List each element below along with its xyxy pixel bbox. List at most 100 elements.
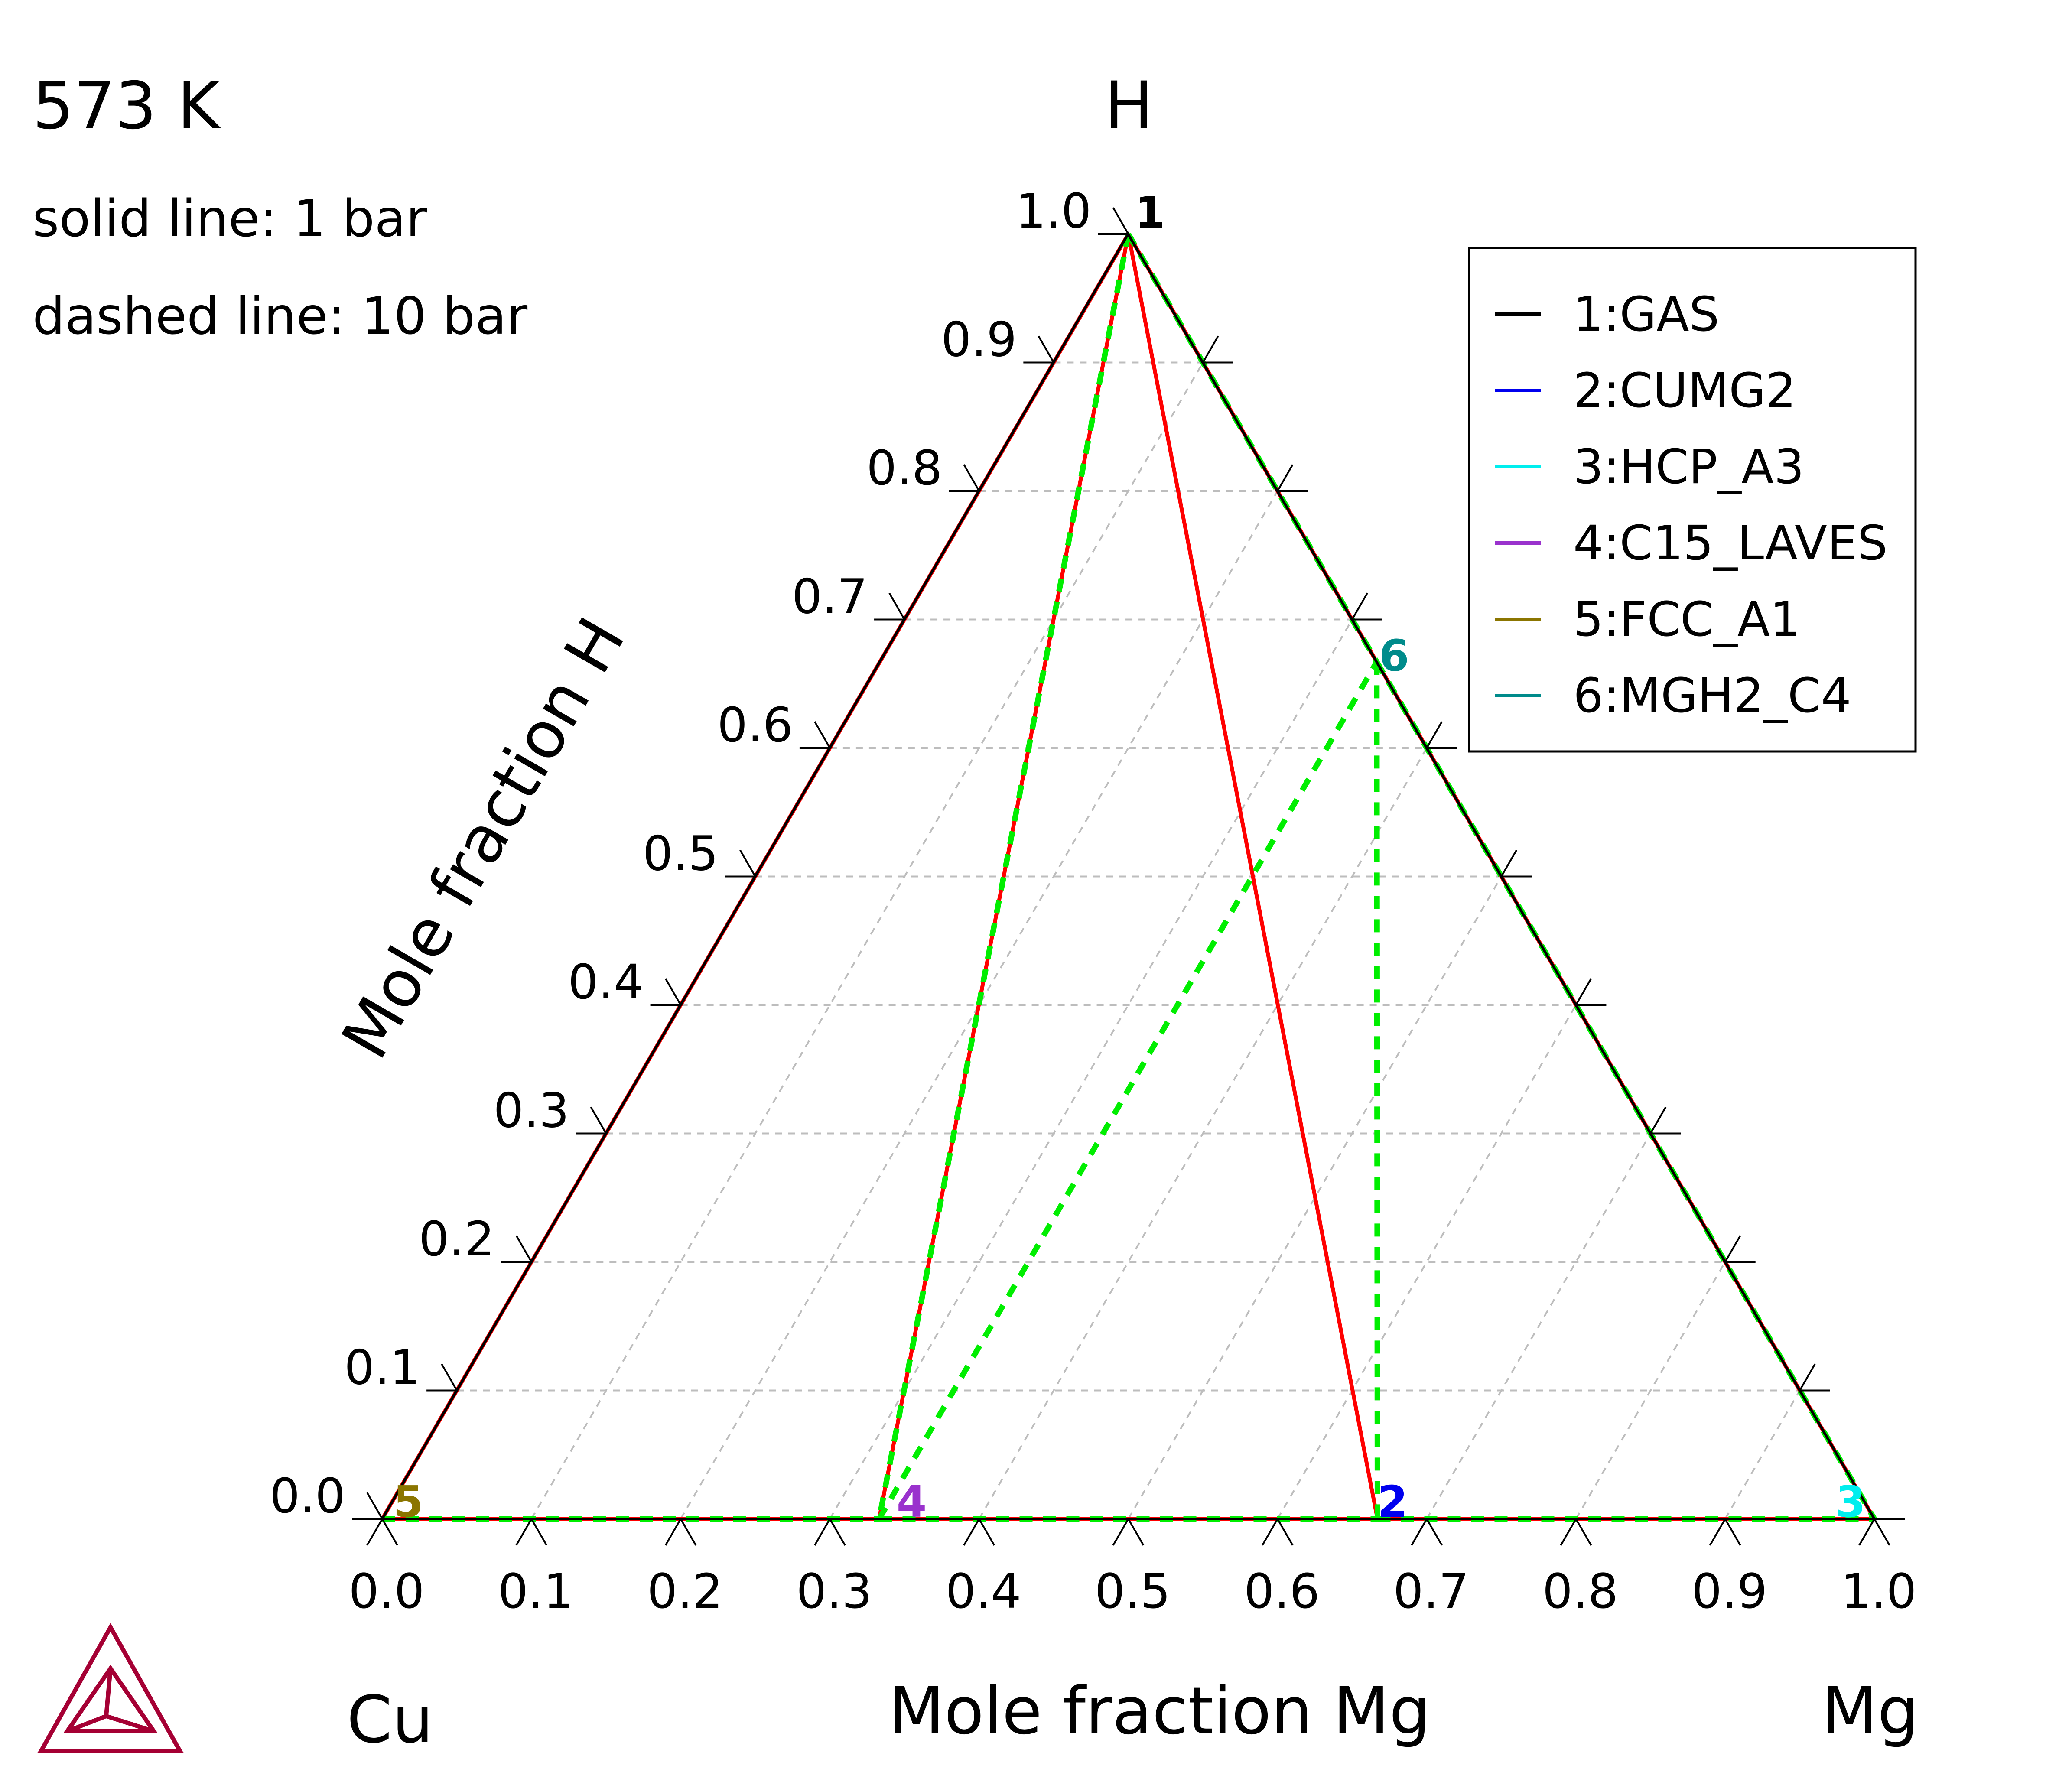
grid-line-mg bbox=[530, 362, 1204, 1520]
right-tick-mark bbox=[1575, 978, 1592, 1005]
grid-line-mg bbox=[1277, 1004, 1577, 1520]
phase-point-label-5: 5 bbox=[393, 1476, 423, 1527]
left-tick-label: 0.8 bbox=[866, 440, 942, 496]
bottom-tick-mark bbox=[1709, 1518, 1726, 1546]
bottom-tick-mark bbox=[1858, 1518, 1875, 1546]
left-tick-mark bbox=[963, 464, 980, 491]
right-tick-mark bbox=[1500, 849, 1517, 877]
right-tick-mark bbox=[1351, 592, 1368, 620]
grid-line-mg bbox=[978, 747, 1428, 1520]
bottom-tick-label: 0.8 bbox=[1542, 1564, 1618, 1619]
bottom-tick-mark bbox=[1127, 1518, 1145, 1546]
dashed-tie-line bbox=[876, 233, 1131, 1520]
legend-entry: 2:CUMG2 bbox=[1573, 363, 1796, 418]
bottom-tick-label: 0.3 bbox=[796, 1564, 872, 1619]
bottom-tick-label: 0.1 bbox=[498, 1564, 574, 1619]
left-tick-mark bbox=[366, 1492, 383, 1519]
bottom-tick-mark bbox=[829, 1518, 846, 1546]
x-axis-title: Mole fraction Mg bbox=[888, 1674, 1430, 1749]
bottom-tick-label: 0.2 bbox=[647, 1564, 723, 1619]
grid-line-mg bbox=[1575, 1261, 1726, 1520]
left-tick-label: 0.0 bbox=[270, 1468, 345, 1524]
left-tick-mark bbox=[664, 978, 682, 1005]
left-tick-label: 0.9 bbox=[941, 312, 1017, 367]
bottom-tick-label: 0.4 bbox=[946, 1564, 1021, 1619]
vertex-label-left: Cu bbox=[347, 1682, 433, 1758]
legend-entry: 1:GAS bbox=[1573, 286, 1719, 342]
bottom-tick-mark bbox=[1560, 1518, 1577, 1546]
right-tick-mark bbox=[1277, 464, 1294, 491]
left-tick-mark bbox=[515, 1235, 533, 1262]
bottom-tick-mark bbox=[680, 1518, 697, 1546]
phase-point-label-1: 1 bbox=[1135, 187, 1165, 238]
phase-point-label-2: 2 bbox=[1378, 1476, 1408, 1527]
left-tick-mark bbox=[590, 1106, 607, 1134]
left-tick-mark bbox=[1038, 335, 1055, 363]
bottom-tick-mark bbox=[381, 1518, 398, 1546]
bottom-tick-mark bbox=[963, 1518, 980, 1546]
solid-tie-line bbox=[1126, 234, 1379, 1519]
left-tick-label: 0.1 bbox=[344, 1340, 420, 1395]
legend: 1:GAS 2:CUMG2 3:HCP_A3 4:C15_LAVES 5:FCC_A1 6… bbox=[1468, 247, 1917, 753]
bottom-tick-mark bbox=[366, 1518, 383, 1546]
bottom-tick-mark bbox=[1426, 1518, 1443, 1546]
right-tick-mark bbox=[1426, 721, 1443, 748]
bottom-tick-mark bbox=[1277, 1518, 1294, 1546]
right-tick-mark bbox=[1649, 1106, 1667, 1134]
bottom-tick-mark bbox=[1262, 1518, 1278, 1546]
bottom-tick-label: 0.0 bbox=[349, 1564, 425, 1619]
bottom-tick-mark bbox=[814, 1518, 831, 1546]
phase-point-label-6: 6 bbox=[1379, 630, 1409, 681]
right-tick-mark bbox=[1724, 1235, 1741, 1262]
solid-line-note: solid line: 1 bar bbox=[33, 189, 427, 248]
bottom-tick-label: 0.9 bbox=[1691, 1564, 1767, 1619]
legend-entry: 3:HCP_A3 bbox=[1573, 439, 1804, 494]
dashed-line-note: dashed line: 10 bar bbox=[33, 286, 528, 346]
grid-line-mg bbox=[1127, 876, 1502, 1520]
grid-line-mg bbox=[1426, 1133, 1652, 1520]
legend-box bbox=[1468, 247, 1917, 753]
bottom-tick-mark bbox=[1112, 1518, 1129, 1546]
left-tick-mark bbox=[888, 592, 905, 620]
left-tick-mark bbox=[814, 721, 831, 748]
bottom-tick-label: 0.6 bbox=[1244, 1564, 1320, 1619]
vertex-label-top: H bbox=[1105, 68, 1154, 143]
left-tick-label: 0.4 bbox=[568, 954, 644, 1010]
grid-line-mg bbox=[680, 490, 1278, 1520]
right-tick-mark bbox=[1799, 1363, 1816, 1391]
grid-line-mg bbox=[829, 619, 1353, 1520]
phase-labels: 1 2 3 4 5 6 bbox=[393, 187, 1866, 1527]
left-tick-label: 0.7 bbox=[792, 569, 868, 624]
phase-point-label-4: 4 bbox=[897, 1476, 927, 1527]
left-tick-label: 0.2 bbox=[419, 1211, 494, 1267]
left-tick-mark bbox=[441, 1363, 458, 1391]
legend-entry: 4:C15_LAVES bbox=[1573, 515, 1887, 571]
legend-entry: 5:FCC_A1 bbox=[1573, 592, 1800, 647]
legend-entry: 6:MGH2_C4 bbox=[1573, 668, 1851, 723]
bottom-tick-mark bbox=[1411, 1518, 1428, 1546]
bottom-tick-mark bbox=[515, 1518, 533, 1546]
left-tick-label: 0.5 bbox=[643, 826, 719, 881]
axis-ticks: 0.0 0.1 0.2 0.3 0.4 0.5 0.6 0.7 0.8 0.9 1.0 0.0 0.1 0… bbox=[270, 183, 1916, 1619]
bottom-tick-mark bbox=[530, 1518, 548, 1546]
bottom-tick-label: 0.5 bbox=[1095, 1564, 1171, 1619]
left-tick-mark bbox=[1112, 207, 1129, 234]
bottom-tick-mark bbox=[1575, 1518, 1592, 1546]
left-tick-label: 1.0 bbox=[1016, 183, 1092, 239]
phase-point-label-3: 3 bbox=[1835, 1476, 1866, 1527]
right-tick-mark bbox=[1202, 335, 1219, 363]
dashed-tie-line bbox=[1374, 662, 1380, 1519]
temperature-label: 573 K bbox=[33, 68, 221, 144]
logo-icon bbox=[37, 1622, 184, 1753]
bottom-tick-mark bbox=[1724, 1518, 1741, 1546]
dashed-tie-line bbox=[876, 660, 1379, 1521]
vertex-label-right: Mg bbox=[1822, 1674, 1919, 1749]
left-tick-label: 0.3 bbox=[494, 1083, 569, 1138]
left-tick-label: 0.6 bbox=[717, 697, 793, 753]
left-tick-mark bbox=[739, 849, 756, 877]
bottom-tick-mark bbox=[1874, 1518, 1890, 1546]
bottom-tick-label: 0.7 bbox=[1393, 1564, 1469, 1619]
bottom-tick-mark bbox=[978, 1518, 995, 1546]
bottom-tick-mark bbox=[664, 1518, 682, 1546]
